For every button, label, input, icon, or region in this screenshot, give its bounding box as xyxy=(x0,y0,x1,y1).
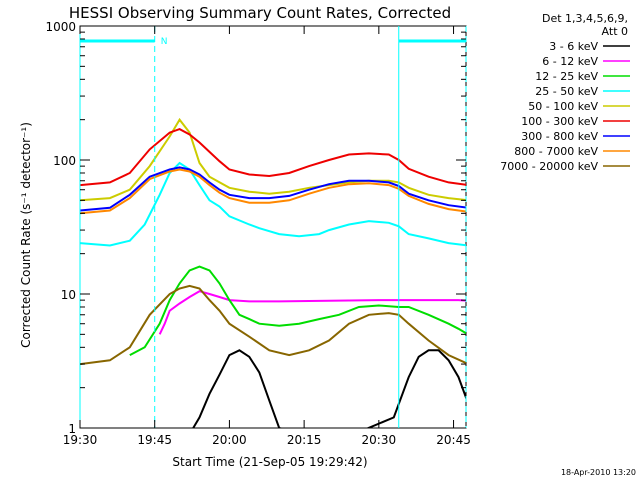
x-tick-label: 19:45 xyxy=(137,433,172,447)
chart-title: HESSI Observing Summary Count Rates, Cor… xyxy=(69,4,451,22)
series-line-1 xyxy=(158,290,466,335)
x-tick-label: 20:30 xyxy=(362,433,397,447)
plot-frame xyxy=(79,25,467,429)
x-tick-label: 20:45 xyxy=(436,433,471,447)
x-tick-label: 20:15 xyxy=(287,433,322,447)
x-tick-label: 19:30 xyxy=(63,433,98,447)
series-lines xyxy=(80,117,466,428)
legend-label: 3 - 6 keV xyxy=(549,40,598,53)
series-line-7 xyxy=(80,168,466,215)
timestamp: 18-Apr-2010 13:20 xyxy=(561,468,636,477)
legend-label: 25 - 50 keV xyxy=(535,85,598,98)
x-axis-label: Start Time (21-Sep-05 19:29:42) xyxy=(172,455,367,469)
x-axis-ticks: 19:30 19:45 20:00 20:15 20:30 20:45 xyxy=(63,26,471,447)
series-line-5 xyxy=(80,128,466,187)
legend-label: 12 - 25 keV xyxy=(535,70,598,83)
legend-label: 800 - 7000 keV xyxy=(514,145,598,158)
series-line-3 xyxy=(80,161,466,247)
legend: Det 1,3,4,5,6,9, Att 0 3 - 6 keV 6 - 12 k… xyxy=(500,12,630,173)
x-tick-label: 20:00 xyxy=(212,433,247,447)
y-tick-label: 1 xyxy=(68,422,76,436)
legend-label: 7000 - 20000 keV xyxy=(500,160,598,173)
y-tick-label: 10 xyxy=(61,288,76,302)
legend-label: 50 - 100 keV xyxy=(528,100,598,113)
series-line-8 xyxy=(80,284,466,366)
legend-label: 100 - 300 keV xyxy=(521,115,598,128)
legend-items: 3 - 6 keV 6 - 12 keV 12 - 25 keV 25 - 50 ke… xyxy=(500,40,630,173)
series-line-6 xyxy=(80,166,466,212)
series-line-2 xyxy=(129,265,466,356)
y-axis-ticks: 1 10 100 1000 xyxy=(45,20,466,436)
interval-markers: N xyxy=(79,26,467,428)
y-tick-label: 100 xyxy=(53,154,76,168)
series-line-4 xyxy=(80,117,466,202)
legend-header-line-1: Det 1,3,4,5,6,9, xyxy=(542,12,628,25)
legend-label: 300 - 800 keV xyxy=(521,130,598,143)
y-axis-label: Corrected Count Rate (s⁻¹ detector⁻¹) xyxy=(19,122,33,348)
legend-label: 6 - 12 keV xyxy=(542,55,598,68)
series-line-0 xyxy=(192,349,466,428)
y-tick-label: 1000 xyxy=(45,20,76,34)
night-label: N xyxy=(161,37,168,47)
plot-area: N xyxy=(79,25,467,429)
legend-header-line-2: Att 0 xyxy=(602,25,628,38)
